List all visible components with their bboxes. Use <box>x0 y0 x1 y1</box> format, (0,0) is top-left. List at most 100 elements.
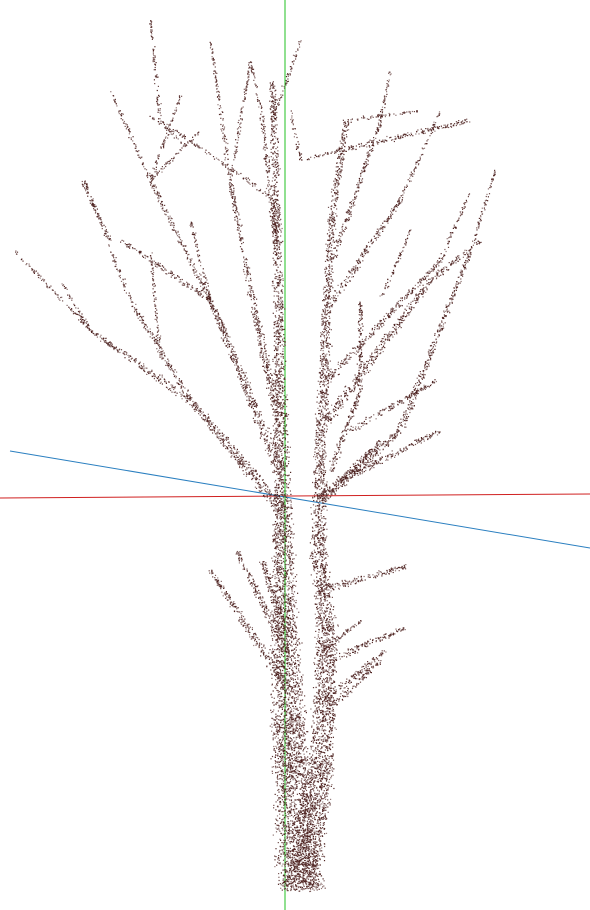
tree-point <box>290 690 292 692</box>
tree-point <box>286 805 288 807</box>
tree-point <box>276 583 278 585</box>
tree-point <box>281 663 284 665</box>
tree-point <box>287 652 290 654</box>
tree-point <box>307 836 309 838</box>
tree-point <box>328 697 330 699</box>
tree-point <box>314 749 316 751</box>
tree-point <box>300 743 302 745</box>
tree-point <box>285 824 287 826</box>
tree-point <box>319 818 321 820</box>
tree-point <box>323 679 325 681</box>
tree-point <box>290 850 292 852</box>
tree-point <box>324 766 326 768</box>
tree-point <box>296 682 298 684</box>
tree-point <box>291 654 293 657</box>
tree-point <box>273 697 275 699</box>
tree-point <box>305 870 307 872</box>
tree-point <box>323 642 325 644</box>
tree-point <box>312 861 315 863</box>
tree-point <box>328 702 331 704</box>
tree-point <box>306 847 308 849</box>
tree-point <box>301 760 304 762</box>
tree-point <box>281 819 283 821</box>
tree-point <box>317 878 319 880</box>
tree-point <box>317 883 319 885</box>
tree-point <box>308 768 310 770</box>
tree-point <box>276 815 279 817</box>
tree-point <box>281 786 283 788</box>
tree-point <box>279 838 281 840</box>
tree-point <box>279 647 282 649</box>
tree-point <box>278 747 280 749</box>
tree-point <box>292 627 294 629</box>
tree-point <box>280 661 282 663</box>
tree-point <box>299 854 301 856</box>
tree-point <box>307 878 310 880</box>
tree-point <box>295 705 297 708</box>
tree-point <box>288 609 290 611</box>
tree-point <box>313 864 315 866</box>
tree-point <box>279 542 281 544</box>
tree-point <box>274 592 276 594</box>
tree-point <box>317 860 319 862</box>
tree-point <box>326 763 328 765</box>
tree-point <box>331 727 333 729</box>
tree-point <box>320 725 322 727</box>
tree-point <box>328 718 330 720</box>
tree-point <box>294 648 296 650</box>
tree-point <box>279 530 281 532</box>
tree-point <box>323 730 325 732</box>
tree-point <box>323 634 325 636</box>
tree-point <box>309 841 311 843</box>
tree-point <box>316 698 318 700</box>
tree-point <box>296 799 298 801</box>
tree-point <box>305 857 307 859</box>
tree-point <box>305 832 307 835</box>
tree-point <box>291 553 293 555</box>
tree-point <box>283 874 285 876</box>
tree-point <box>309 801 311 803</box>
tree-point <box>317 760 319 762</box>
tree-point <box>320 751 322 753</box>
tree-point <box>290 717 292 719</box>
tree-point <box>282 648 284 650</box>
tree-point <box>330 677 332 680</box>
tree-point <box>312 885 314 887</box>
tree-point <box>298 771 300 773</box>
tree-point <box>301 863 303 865</box>
tree-point <box>290 582 292 584</box>
tree-point <box>282 632 284 634</box>
tree-point <box>315 775 317 777</box>
tree-point <box>327 767 329 770</box>
tree-point <box>293 880 295 882</box>
tree-point <box>296 853 299 855</box>
tree-point <box>281 523 283 525</box>
tree-point <box>292 766 294 768</box>
tree-point <box>276 585 278 587</box>
tree-point <box>299 737 301 739</box>
tree-point <box>330 764 333 766</box>
tree-point <box>270 711 272 714</box>
tree-point <box>295 760 297 762</box>
tree-point <box>334 715 336 717</box>
tree-point <box>298 863 300 865</box>
tree-point <box>288 762 290 764</box>
tree-point <box>329 733 331 735</box>
tree-point <box>269 649 271 651</box>
tree-point <box>316 622 318 624</box>
tree-point <box>301 765 303 767</box>
tree-point <box>284 717 286 719</box>
tree-point <box>272 621 274 623</box>
tree-point <box>316 733 318 735</box>
tree-point <box>315 708 317 710</box>
tree-point <box>315 750 317 753</box>
tree-point <box>284 871 287 874</box>
tree-point <box>285 814 287 816</box>
tree-point <box>292 795 294 797</box>
tree-point <box>295 663 297 665</box>
tree-point <box>300 871 302 873</box>
tree-point <box>310 814 312 817</box>
tree-point <box>321 847 323 849</box>
